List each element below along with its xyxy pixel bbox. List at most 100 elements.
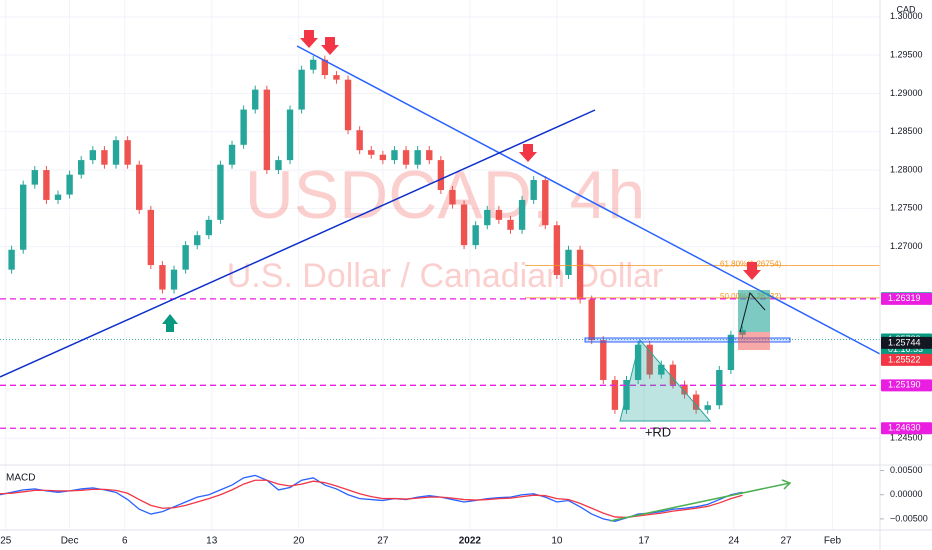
price-tag xyxy=(881,292,932,305)
annotation: +RD xyxy=(645,424,671,439)
candle-body xyxy=(507,219,514,230)
currency: CAD xyxy=(896,4,916,14)
candle-body xyxy=(344,79,352,131)
path xyxy=(739,291,766,333)
watermark-symbol: USDCAD, 4h xyxy=(245,157,646,233)
candle-body xyxy=(449,189,456,205)
candle-body xyxy=(78,160,85,175)
x-tick-label: Dec xyxy=(61,536,79,547)
pattern xyxy=(619,338,712,422)
x-tick-label: 27 xyxy=(377,536,389,547)
candle-body xyxy=(576,249,584,300)
candle-body xyxy=(66,174,73,195)
candle-body xyxy=(716,370,723,406)
candle-body xyxy=(472,225,479,246)
x-tick-label: 13 xyxy=(206,536,218,547)
candle-body xyxy=(669,364,677,385)
x-tick-label: 24 xyxy=(728,536,740,547)
candle-body xyxy=(124,140,131,165)
candle-body xyxy=(588,299,595,341)
arrow-down xyxy=(519,144,537,162)
price-tag-label: 1.25190 xyxy=(888,380,921,390)
candle-body xyxy=(321,59,329,76)
arrow-down xyxy=(743,262,761,280)
arrow-down xyxy=(321,37,339,55)
candle-body xyxy=(553,225,561,276)
candle-body xyxy=(101,150,108,165)
candle-body xyxy=(495,209,503,220)
arrow-head xyxy=(781,479,792,490)
y-tick-label: 0.00500 xyxy=(890,465,923,475)
x-tick-label: 2022 xyxy=(459,536,482,547)
candle-body xyxy=(286,109,294,161)
candle-body xyxy=(727,334,735,371)
y-tick-label: 1.28500 xyxy=(890,126,923,136)
price-tag xyxy=(881,422,932,435)
candle-body xyxy=(263,89,271,171)
candle-body xyxy=(54,194,62,200)
candle-body xyxy=(89,150,97,161)
candle-body xyxy=(484,209,491,226)
price-tag-label: 1.24630 xyxy=(888,423,921,433)
y-tick-label: 1.29500 xyxy=(890,50,923,60)
candle-body xyxy=(460,204,468,246)
x-tick-label: 10 xyxy=(551,536,563,547)
x-tick-label: 20 xyxy=(293,536,305,547)
candle-body xyxy=(414,150,421,165)
zone xyxy=(584,337,791,343)
candle-body xyxy=(368,150,375,155)
candle-body xyxy=(217,164,224,220)
candle-body xyxy=(194,235,201,246)
trend-line xyxy=(296,45,881,355)
candle-body xyxy=(646,344,653,375)
candle-body xyxy=(310,59,317,70)
candle-body xyxy=(275,160,282,171)
x-tick-label: 17 xyxy=(638,536,650,547)
candle-body xyxy=(611,379,619,410)
candle-body xyxy=(681,384,688,395)
candle-body xyxy=(530,180,537,200)
candle-body xyxy=(159,265,166,290)
target-box xyxy=(738,290,770,332)
candle-body xyxy=(112,140,120,165)
countdown: 01:16:53 xyxy=(888,344,923,354)
price-tag-label: 1.25522 xyxy=(888,354,921,364)
candle-body xyxy=(170,269,178,290)
candle-body xyxy=(542,180,549,226)
trend-line xyxy=(0,109,596,378)
candle-body xyxy=(31,170,38,185)
axes: 25 Dec 6 13 20 27 2022 10 17 24 27 Feb 1.30000 1.2950… xyxy=(0,11,932,547)
x-tick-label: 27 xyxy=(780,536,792,547)
y-tick-label: −0.00500 xyxy=(890,513,928,523)
arrow-down xyxy=(300,30,318,48)
candle-body xyxy=(634,344,642,380)
y-tick-label: 1.28000 xyxy=(890,164,923,174)
candle-body xyxy=(402,150,410,165)
candle-body xyxy=(205,219,213,236)
candle-body xyxy=(565,249,572,276)
candle-body xyxy=(252,89,259,110)
y-tick-label: 1.30000 xyxy=(890,11,923,21)
y-tick-label: 1.24500 xyxy=(890,433,923,443)
y-tick-label: 1.27500 xyxy=(890,203,923,213)
macd-trend xyxy=(609,482,791,522)
candle-body xyxy=(692,394,700,410)
macd-line xyxy=(0,474,743,522)
candle-body xyxy=(228,144,236,165)
candle-body xyxy=(437,160,445,190)
candle-body xyxy=(20,184,27,250)
candle-body xyxy=(426,150,433,161)
candle-body xyxy=(43,170,50,200)
price-tag-label: 1.25744 xyxy=(888,337,921,347)
candle-body xyxy=(8,249,15,270)
y-tick-label: 1.27000 xyxy=(890,241,923,251)
grid xyxy=(0,0,880,530)
arrow-up xyxy=(162,314,178,332)
candle-body xyxy=(391,150,398,161)
candle-body xyxy=(356,130,363,151)
x-tick-label: Feb xyxy=(824,536,842,547)
macd-title: MACD xyxy=(6,473,35,484)
y-tick-label: 0.00000 xyxy=(890,489,923,499)
candle-body xyxy=(704,405,711,410)
